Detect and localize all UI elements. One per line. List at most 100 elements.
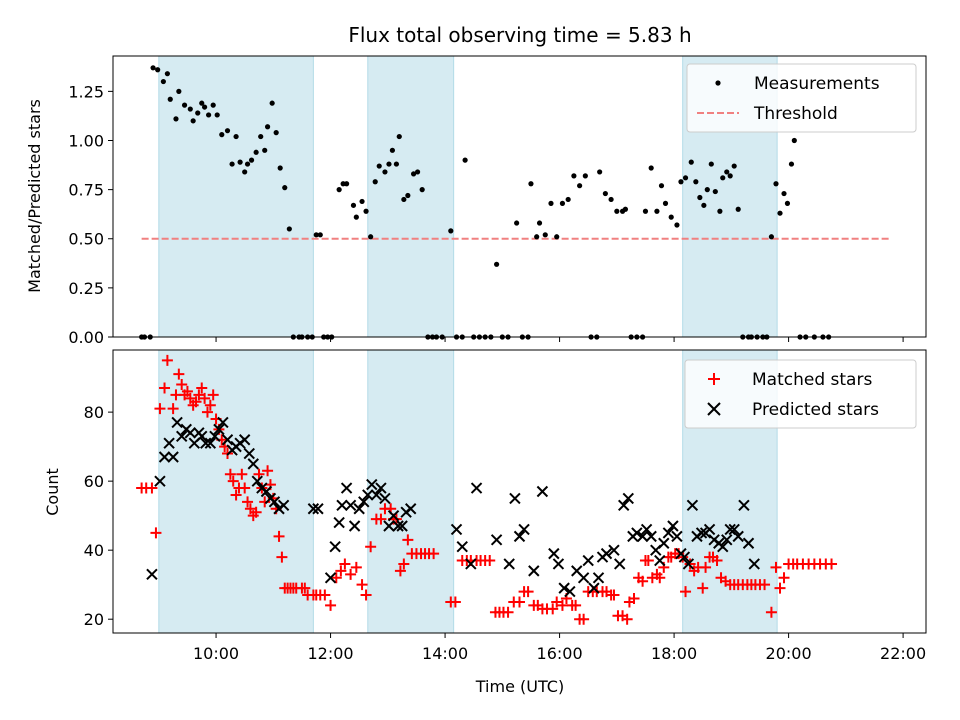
predicted-star-point bbox=[631, 527, 643, 539]
measurement-point bbox=[393, 161, 400, 167]
predicted-star-point bbox=[268, 496, 281, 508]
predicted-star-point bbox=[154, 475, 166, 487]
predicted-star-point bbox=[654, 554, 666, 567]
matched-star-point bbox=[339, 558, 351, 570]
measurement-point bbox=[542, 232, 548, 238]
predicted-star-point bbox=[667, 520, 679, 532]
predicted-star-point bbox=[548, 547, 560, 560]
measurement-point bbox=[582, 173, 588, 179]
measurement-point bbox=[462, 157, 468, 163]
matched-star-point bbox=[375, 513, 387, 525]
matched-star-point bbox=[654, 572, 666, 584]
measurement-point bbox=[514, 220, 520, 226]
predicted-star-point bbox=[260, 485, 273, 498]
matched-star-point bbox=[711, 555, 723, 567]
measurement-point bbox=[210, 102, 216, 108]
measurement-point bbox=[662, 200, 669, 206]
matched-star-point bbox=[199, 392, 211, 404]
matched-star-point bbox=[242, 496, 254, 508]
predicted-star-point bbox=[490, 534, 503, 546]
measurement-point bbox=[654, 208, 660, 214]
matched-star-point bbox=[335, 565, 347, 577]
ratio-y-tick-label: 0.50 bbox=[68, 230, 104, 249]
predicted-star-point bbox=[640, 523, 653, 536]
predicted-star-point bbox=[167, 451, 179, 463]
matched-star-point bbox=[570, 599, 582, 611]
count-y-axis-label: Count bbox=[43, 468, 62, 516]
matched-star-point bbox=[176, 379, 188, 391]
matched-star-point bbox=[330, 572, 342, 584]
threshold-legend-label: Threshold bbox=[753, 104, 838, 124]
matched-star-point bbox=[276, 551, 288, 563]
predicted-star-point bbox=[366, 478, 378, 491]
predicted-star-point bbox=[238, 434, 251, 446]
measurement-point bbox=[336, 187, 342, 193]
predicted-star-point bbox=[564, 585, 576, 598]
matched-star-point bbox=[502, 606, 514, 618]
predicted-star-point bbox=[329, 541, 341, 553]
predicted-star-point bbox=[671, 530, 683, 543]
measurement-point bbox=[187, 106, 193, 112]
predicted-star-point bbox=[732, 530, 744, 543]
matched-legend-label: Matched stars bbox=[752, 370, 872, 390]
predicted-star-point bbox=[645, 530, 657, 543]
measurement-point bbox=[273, 130, 279, 136]
predicted-star-point bbox=[592, 572, 605, 584]
predicted-star-point bbox=[392, 520, 404, 532]
matched-star-point bbox=[394, 565, 406, 577]
matched-star-point bbox=[230, 489, 242, 501]
predicted-star-point bbox=[503, 558, 515, 570]
matched-star-point bbox=[196, 382, 208, 394]
measurement-point bbox=[248, 157, 255, 163]
count-y-tick-label: 40 bbox=[84, 541, 104, 560]
predicted-star-point bbox=[703, 523, 716, 536]
count-x-tick-label: 22:00 bbox=[880, 644, 926, 663]
matched-star-point bbox=[428, 548, 440, 560]
predicted-star-point bbox=[196, 430, 208, 442]
predicted-star-point bbox=[582, 554, 594, 567]
predicted-star-point bbox=[213, 423, 225, 436]
ratio-y-tick-label: 0.00 bbox=[68, 328, 104, 347]
predicted-star-point bbox=[251, 475, 263, 487]
measurement-point bbox=[668, 214, 674, 220]
predicted-star-point bbox=[333, 516, 345, 529]
measurement-point bbox=[717, 208, 723, 214]
matched-star-point bbox=[299, 582, 311, 594]
matched-star-point bbox=[700, 561, 712, 573]
predicted-star-point bbox=[396, 520, 408, 532]
count-y-tick-label: 60 bbox=[84, 472, 104, 491]
measurement-point bbox=[688, 159, 694, 165]
predicted-star-point bbox=[682, 558, 695, 570]
measurement-point bbox=[781, 190, 787, 197]
predicted-star-point bbox=[528, 565, 540, 577]
matched-star-point bbox=[547, 603, 559, 615]
measurements-legend-label: Measurements bbox=[754, 74, 880, 94]
measurement-point bbox=[253, 149, 259, 155]
measurement-point bbox=[233, 133, 239, 140]
predicted-star-point bbox=[678, 551, 691, 563]
measurement-point bbox=[701, 202, 707, 208]
measurement-point bbox=[414, 169, 421, 175]
predicted-star-point bbox=[383, 520, 395, 532]
matched-star-point bbox=[146, 482, 158, 494]
matched-star-point bbox=[778, 572, 790, 584]
measurement-point bbox=[176, 88, 182, 94]
measurement-point bbox=[155, 67, 161, 73]
measurement-point bbox=[359, 198, 365, 205]
measurement-point bbox=[282, 185, 288, 191]
ratio-y-tick-label: 0.25 bbox=[68, 279, 104, 298]
predicted-star-point bbox=[721, 534, 733, 546]
matched-star-point bbox=[628, 592, 640, 604]
ratio-axes-frame bbox=[112, 55, 927, 338]
predicted-star-point bbox=[608, 544, 620, 556]
matched-star-point bbox=[684, 558, 696, 570]
measurement-point bbox=[264, 124, 271, 130]
predicted-star-point bbox=[686, 499, 699, 512]
matched-star-point bbox=[201, 406, 213, 418]
predicted-star-point bbox=[558, 582, 570, 594]
count-x-tick-label: 18:00 bbox=[651, 644, 697, 663]
predicted-star-point bbox=[536, 485, 549, 498]
predicted-star-point bbox=[277, 499, 290, 512]
measurement-point bbox=[648, 165, 654, 171]
measurement-point bbox=[214, 112, 220, 118]
